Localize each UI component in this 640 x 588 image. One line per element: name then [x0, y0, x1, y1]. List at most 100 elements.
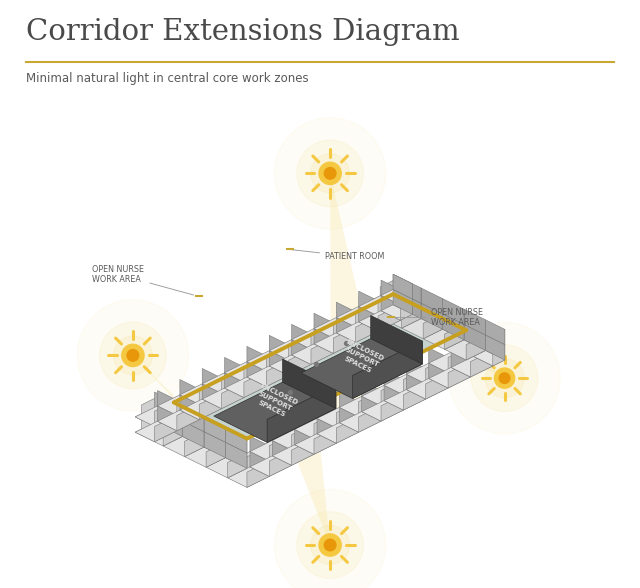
Polygon shape [133, 355, 232, 461]
Circle shape [324, 539, 336, 551]
Polygon shape [384, 374, 426, 395]
Polygon shape [206, 442, 247, 463]
Polygon shape [314, 333, 356, 353]
Polygon shape [406, 374, 426, 399]
Polygon shape [206, 457, 247, 478]
Polygon shape [184, 432, 204, 457]
Polygon shape [380, 293, 421, 313]
Polygon shape [381, 395, 403, 421]
Polygon shape [429, 348, 448, 373]
Circle shape [127, 350, 139, 361]
Polygon shape [135, 406, 177, 426]
Polygon shape [269, 335, 289, 360]
Polygon shape [204, 416, 225, 442]
Polygon shape [311, 338, 333, 365]
Polygon shape [214, 382, 336, 442]
Polygon shape [204, 432, 225, 457]
Polygon shape [466, 335, 486, 360]
Polygon shape [202, 373, 244, 393]
Polygon shape [225, 377, 266, 397]
Polygon shape [451, 352, 470, 377]
Polygon shape [337, 417, 358, 443]
Polygon shape [180, 379, 199, 405]
Polygon shape [272, 425, 292, 450]
Polygon shape [174, 293, 466, 437]
Polygon shape [272, 440, 292, 465]
Polygon shape [406, 379, 448, 399]
Polygon shape [362, 396, 381, 421]
Polygon shape [474, 335, 505, 350]
Polygon shape [294, 414, 314, 439]
Circle shape [499, 373, 510, 383]
Polygon shape [180, 384, 221, 405]
Polygon shape [474, 341, 493, 366]
Polygon shape [141, 395, 161, 420]
Text: Corridor Extensions Diagram: Corridor Extensions Diagram [26, 18, 460, 46]
Polygon shape [289, 349, 311, 376]
Polygon shape [247, 346, 266, 371]
Polygon shape [266, 360, 289, 386]
Polygon shape [374, 289, 399, 302]
Polygon shape [292, 439, 314, 465]
Polygon shape [429, 368, 470, 388]
Polygon shape [247, 446, 269, 472]
Circle shape [495, 368, 515, 388]
Polygon shape [474, 350, 505, 366]
Polygon shape [337, 322, 378, 342]
Polygon shape [314, 413, 337, 439]
Polygon shape [356, 300, 378, 327]
Polygon shape [445, 309, 464, 334]
Polygon shape [311, 323, 333, 349]
Circle shape [449, 322, 560, 434]
Polygon shape [445, 325, 464, 349]
Polygon shape [393, 289, 399, 308]
Polygon shape [464, 309, 486, 335]
Polygon shape [403, 384, 426, 410]
Circle shape [77, 300, 189, 411]
Polygon shape [339, 412, 381, 432]
Polygon shape [135, 423, 161, 435]
Polygon shape [157, 395, 199, 415]
Text: ENCLOSED
SUPPORT
SPACES: ENCLOSED SUPPORT SPACES [339, 339, 385, 376]
Text: OPEN NURSE
WORK AREA: OPEN NURSE WORK AREA [92, 265, 193, 295]
Polygon shape [154, 415, 177, 442]
Polygon shape [442, 299, 464, 325]
Polygon shape [330, 173, 382, 427]
Polygon shape [451, 337, 470, 362]
Polygon shape [401, 284, 412, 305]
Polygon shape [384, 370, 403, 395]
Polygon shape [314, 318, 356, 338]
Polygon shape [317, 419, 337, 443]
Polygon shape [402, 303, 421, 328]
Polygon shape [466, 320, 486, 345]
Circle shape [122, 344, 144, 366]
Polygon shape [154, 407, 161, 426]
Polygon shape [225, 373, 244, 397]
Polygon shape [161, 395, 182, 421]
Polygon shape [266, 345, 289, 371]
Polygon shape [337, 402, 358, 428]
Polygon shape [423, 329, 464, 349]
Polygon shape [301, 339, 422, 399]
Polygon shape [292, 329, 333, 349]
Polygon shape [381, 289, 412, 305]
Polygon shape [333, 312, 356, 338]
Polygon shape [339, 396, 381, 417]
Polygon shape [292, 424, 314, 450]
Polygon shape [429, 363, 448, 388]
Polygon shape [135, 407, 161, 420]
Polygon shape [292, 344, 333, 365]
Polygon shape [269, 450, 292, 476]
Polygon shape [486, 320, 505, 345]
Circle shape [485, 359, 524, 397]
Polygon shape [225, 427, 247, 453]
Circle shape [297, 512, 364, 579]
Polygon shape [228, 453, 247, 478]
Polygon shape [157, 406, 177, 431]
Polygon shape [269, 435, 292, 461]
Polygon shape [269, 350, 289, 376]
Polygon shape [294, 419, 337, 439]
Polygon shape [180, 395, 199, 420]
Polygon shape [184, 432, 225, 452]
Polygon shape [429, 352, 470, 373]
